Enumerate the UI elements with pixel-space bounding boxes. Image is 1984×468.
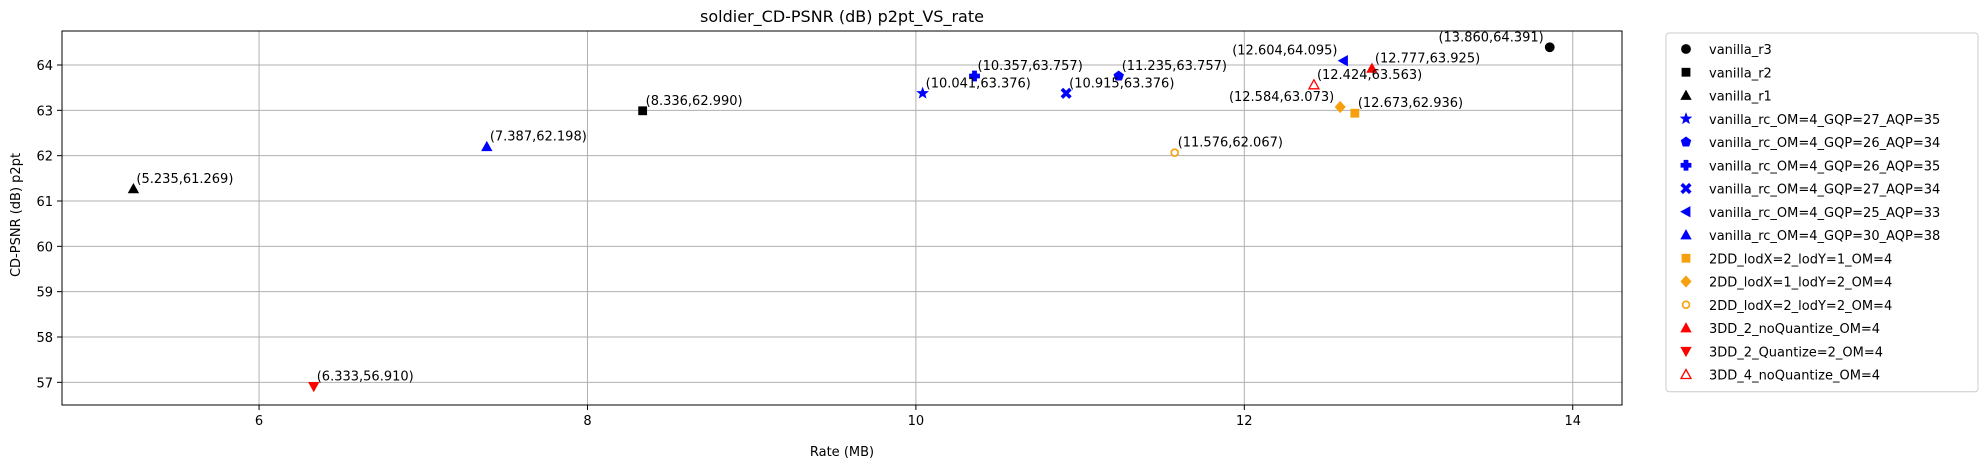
legend-entry-label: vanilla_r2 — [1709, 66, 1772, 81]
legend-entry-label: 2DD_lodX=2_lodY=2_OM=4 — [1709, 299, 1892, 314]
x-tick-label: 8 — [583, 414, 591, 429]
data-point-label: (7.387,62.198) — [490, 130, 587, 145]
data-markers — [127, 42, 1555, 393]
data-point-label: (11.576,62.067) — [1178, 136, 1283, 151]
legend-marker — [1680, 136, 1692, 147]
axis-ticks: 6 8 10 12 14 57 58 59 60 61 62 63 64 — [36, 59, 1581, 429]
data-point-marker — [1366, 62, 1378, 73]
legend-marker — [1681, 44, 1691, 54]
data-labels: (13.860,64.391) (8.336,62.990) (5.235,61.2… — [136, 30, 1543, 384]
legend-entry-label: 3DD_2_noQuantize_OM=4 — [1709, 322, 1880, 337]
y-tick-label: 59 — [36, 286, 53, 301]
data-point-marker — [1170, 148, 1179, 157]
legend-box — [1665, 32, 1979, 393]
legend-marker — [1680, 182, 1692, 195]
data-point-marker — [1334, 100, 1346, 114]
legend-entry-label: vanilla_r3 — [1709, 43, 1772, 58]
legend-entry-label: 2DD_lodX=2_lodY=1_OM=4 — [1709, 252, 1892, 267]
data-point-label: (10.915,63.376) — [1069, 76, 1174, 91]
data-point-label: (8.336,62.990) — [646, 94, 743, 109]
legend-marker — [1681, 67, 1691, 77]
data-point-marker — [308, 382, 320, 393]
legend-marker — [1680, 275, 1692, 288]
legend-entry-label: vanilla_rc_OM=4_GQP=26_AQP=34 — [1709, 136, 1940, 151]
grid-lines — [62, 31, 1622, 405]
y-tick-label: 61 — [36, 195, 53, 210]
data-point-label: (12.424,63.563) — [1317, 68, 1422, 83]
data-point-label: (12.777,63.925) — [1375, 51, 1480, 66]
y-tick-label: 58 — [36, 331, 53, 346]
x-tick-label: 6 — [255, 414, 263, 429]
y-tick-label: 62 — [36, 150, 53, 165]
legend-marker — [1681, 300, 1691, 309]
y-tick-label: 63 — [36, 104, 53, 119]
x-tick-label: 14 — [1564, 414, 1581, 429]
data-point-label: (13.860,64.391) — [1438, 30, 1543, 45]
data-point-marker — [638, 106, 648, 116]
data-point-marker — [969, 70, 980, 82]
data-point-marker — [1060, 87, 1072, 99]
y-axis-title: CD-PSNR (dB) p2pt — [9, 153, 24, 277]
legend-entry-label: 2DD_lodX=1_lodY=2_OM=4 — [1709, 276, 1892, 291]
data-point-label: (12.673,62.936) — [1358, 96, 1463, 111]
data-point-marker — [127, 182, 140, 194]
legend-marker — [1680, 346, 1692, 358]
x-tick-label: 12 — [1236, 414, 1253, 429]
y-tick-label: 57 — [36, 376, 53, 391]
legend-entry-label: 3DD_2_Quantize=2_OM=4 — [1709, 345, 1883, 360]
legend-entry-label: 3DD_4_noQuantize_OM=4 — [1709, 369, 1880, 384]
legend-marker — [1680, 89, 1692, 100]
data-point-label: (10.041,63.376) — [926, 76, 1031, 91]
y-tick-label: 64 — [36, 59, 53, 74]
data-point-marker — [1350, 108, 1360, 118]
legend-marker — [1680, 229, 1692, 240]
data-point-label: (12.584,63.073) — [1229, 90, 1334, 105]
legend-entry-label: vanilla_rc_OM=4_GQP=27_AQP=35 — [1709, 113, 1940, 128]
y-tick-label: 60 — [36, 240, 53, 255]
data-point-label: (11.235,63.757) — [1122, 59, 1227, 74]
data-point-marker — [1113, 70, 1124, 81]
legend: vanilla_r3 vanilla_r2 vanilla_r1 vanilla_rc… — [1665, 32, 1979, 393]
legend-entry-label: vanilla_r1 — [1709, 90, 1772, 105]
legend-marker — [1680, 159, 1692, 171]
data-point-label: (10.357,63.757) — [978, 59, 1083, 74]
legend-marker — [1680, 206, 1691, 218]
data-point-label: (5.235,61.269) — [136, 172, 233, 187]
x-tick-label: 10 — [908, 414, 925, 429]
data-point-label: (12.604,64.095) — [1232, 44, 1337, 59]
legend-entry-label: vanilla_rc_OM=4_GQP=26_AQP=35 — [1709, 159, 1940, 174]
legend-marker — [1679, 112, 1693, 125]
legend-entry-label: vanilla_rc_OM=4_GQP=27_AQP=34 — [1709, 183, 1940, 198]
x-axis-title: Rate (MB) — [810, 445, 874, 460]
legend-marker — [1680, 322, 1692, 333]
data-point-label: (6.333,56.910) — [317, 369, 414, 384]
data-point-marker — [1307, 78, 1321, 90]
data-point-marker — [1337, 55, 1348, 67]
data-point-marker — [916, 86, 929, 99]
plot-area-frame — [61, 30, 1623, 406]
legend-entry-label: vanilla_rc_OM=4_GQP=30_AQP=38 — [1709, 229, 1940, 244]
data-point-marker — [1544, 42, 1555, 53]
legend-marker — [1681, 253, 1691, 263]
data-point-marker — [481, 140, 493, 152]
legend-marker — [1679, 368, 1693, 380]
chart-title: soldier_CD-PSNR (dB) p2pt_VS_rate — [700, 7, 984, 27]
legend-entry-label: vanilla_rc_OM=4_GQP=25_AQP=33 — [1709, 206, 1940, 221]
